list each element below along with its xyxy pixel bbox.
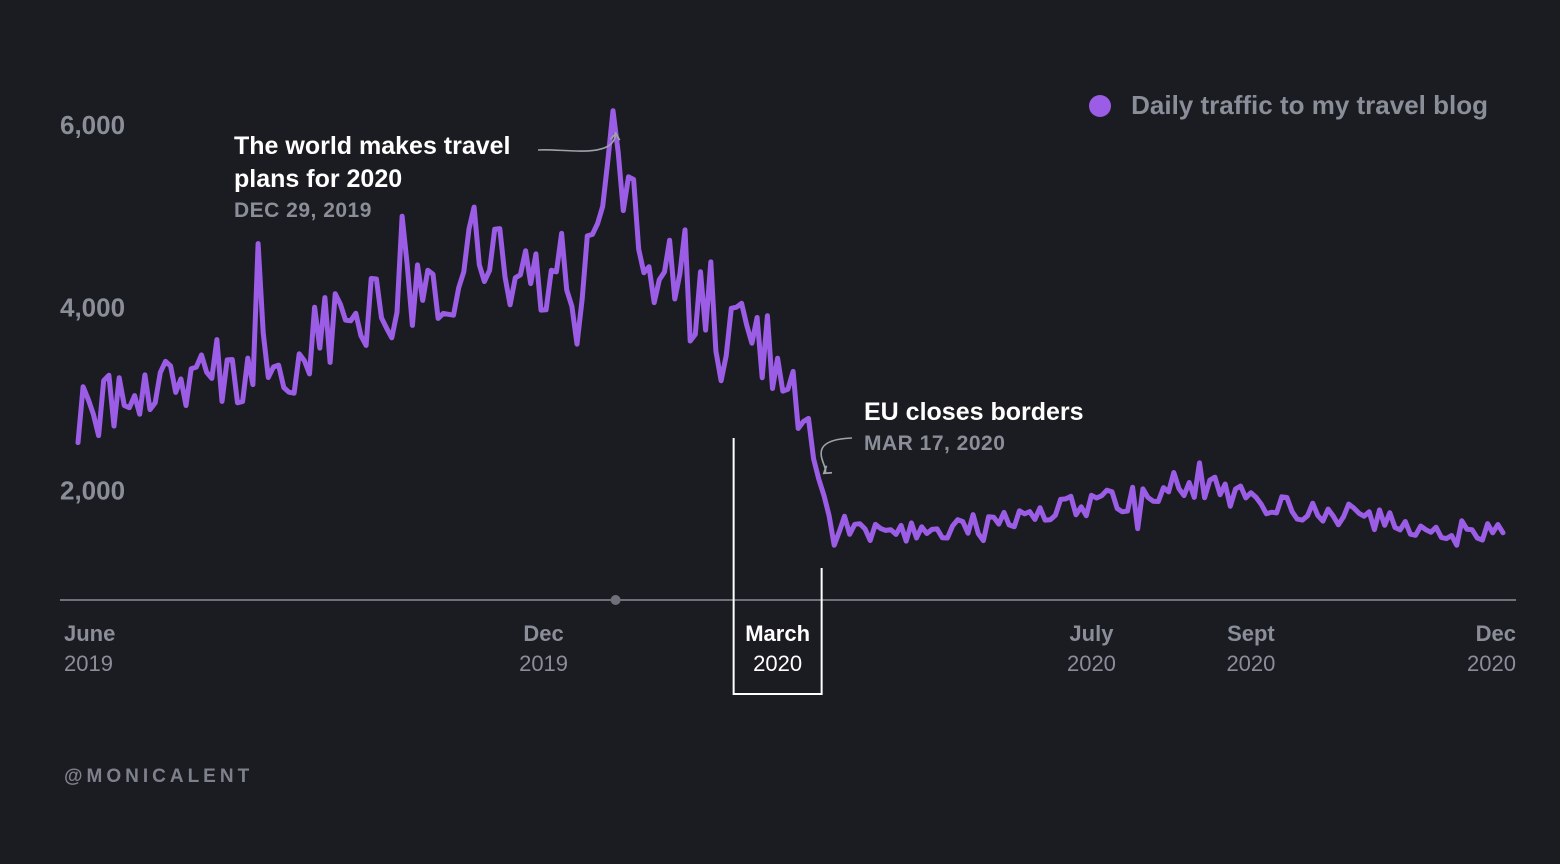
annotation-date: MAR 17, 2020 xyxy=(864,432,1006,455)
x-tick-month-label: June xyxy=(64,621,115,646)
legend-label: Daily traffic to my travel blog xyxy=(1131,90,1488,120)
author-credit: @MONICALENT xyxy=(64,766,254,787)
annotation-arrow-world-travel xyxy=(537,131,621,152)
x-tick-year-label: 2020 xyxy=(753,651,802,676)
x-axis-tick-labels: June 2019 Dec 2019 March 2020 July 2020 Sept 2020… xyxy=(64,621,1516,676)
legend: Daily traffic to my travel blog xyxy=(1089,90,1488,121)
x-tick-year-label: 2019 xyxy=(64,651,113,676)
x-tick-year-label: 2020 xyxy=(1467,651,1516,676)
march-highlight-box xyxy=(732,438,823,695)
x-tick-month-label: Dec xyxy=(523,621,563,646)
annotation-world-travel: The world makes travel plans for 2020 DE… xyxy=(234,130,511,226)
annotation-date: DEC 29, 2019 xyxy=(234,199,372,222)
series-line-daily-traffic xyxy=(75,108,1506,548)
x-tick-year-label: 2020 xyxy=(1067,651,1116,676)
x-tick-month-label: Dec xyxy=(1476,621,1516,646)
legend-color-swatch xyxy=(1089,94,1112,117)
x-tick-month-label: Sept xyxy=(1227,621,1275,646)
annotation-arrow-eu-borders xyxy=(820,437,853,475)
annotation-eu-borders: EU closes borders MAR 17, 2020 xyxy=(864,396,1084,459)
x-tick-year-label: 2019 xyxy=(519,651,568,676)
annotation-title-line-1: The world makes travel xyxy=(234,132,511,160)
y-tick-label: 2,000 xyxy=(60,475,125,505)
annotation-title-line-2: plans for 2020 xyxy=(234,165,403,193)
y-axis-tick-labels: 6,000 4,000 2,000 xyxy=(60,110,125,506)
x-tick-month-label: March xyxy=(745,621,810,646)
y-tick-label: 4,000 xyxy=(60,293,125,323)
x-axis-annotation-marker xyxy=(610,595,621,605)
annotation-title: EU closes borders xyxy=(864,398,1084,426)
x-tick-month-label: July xyxy=(1069,621,1114,646)
y-tick-label: 6,000 xyxy=(60,110,125,140)
x-tick-year-label: 2020 xyxy=(1226,651,1275,676)
